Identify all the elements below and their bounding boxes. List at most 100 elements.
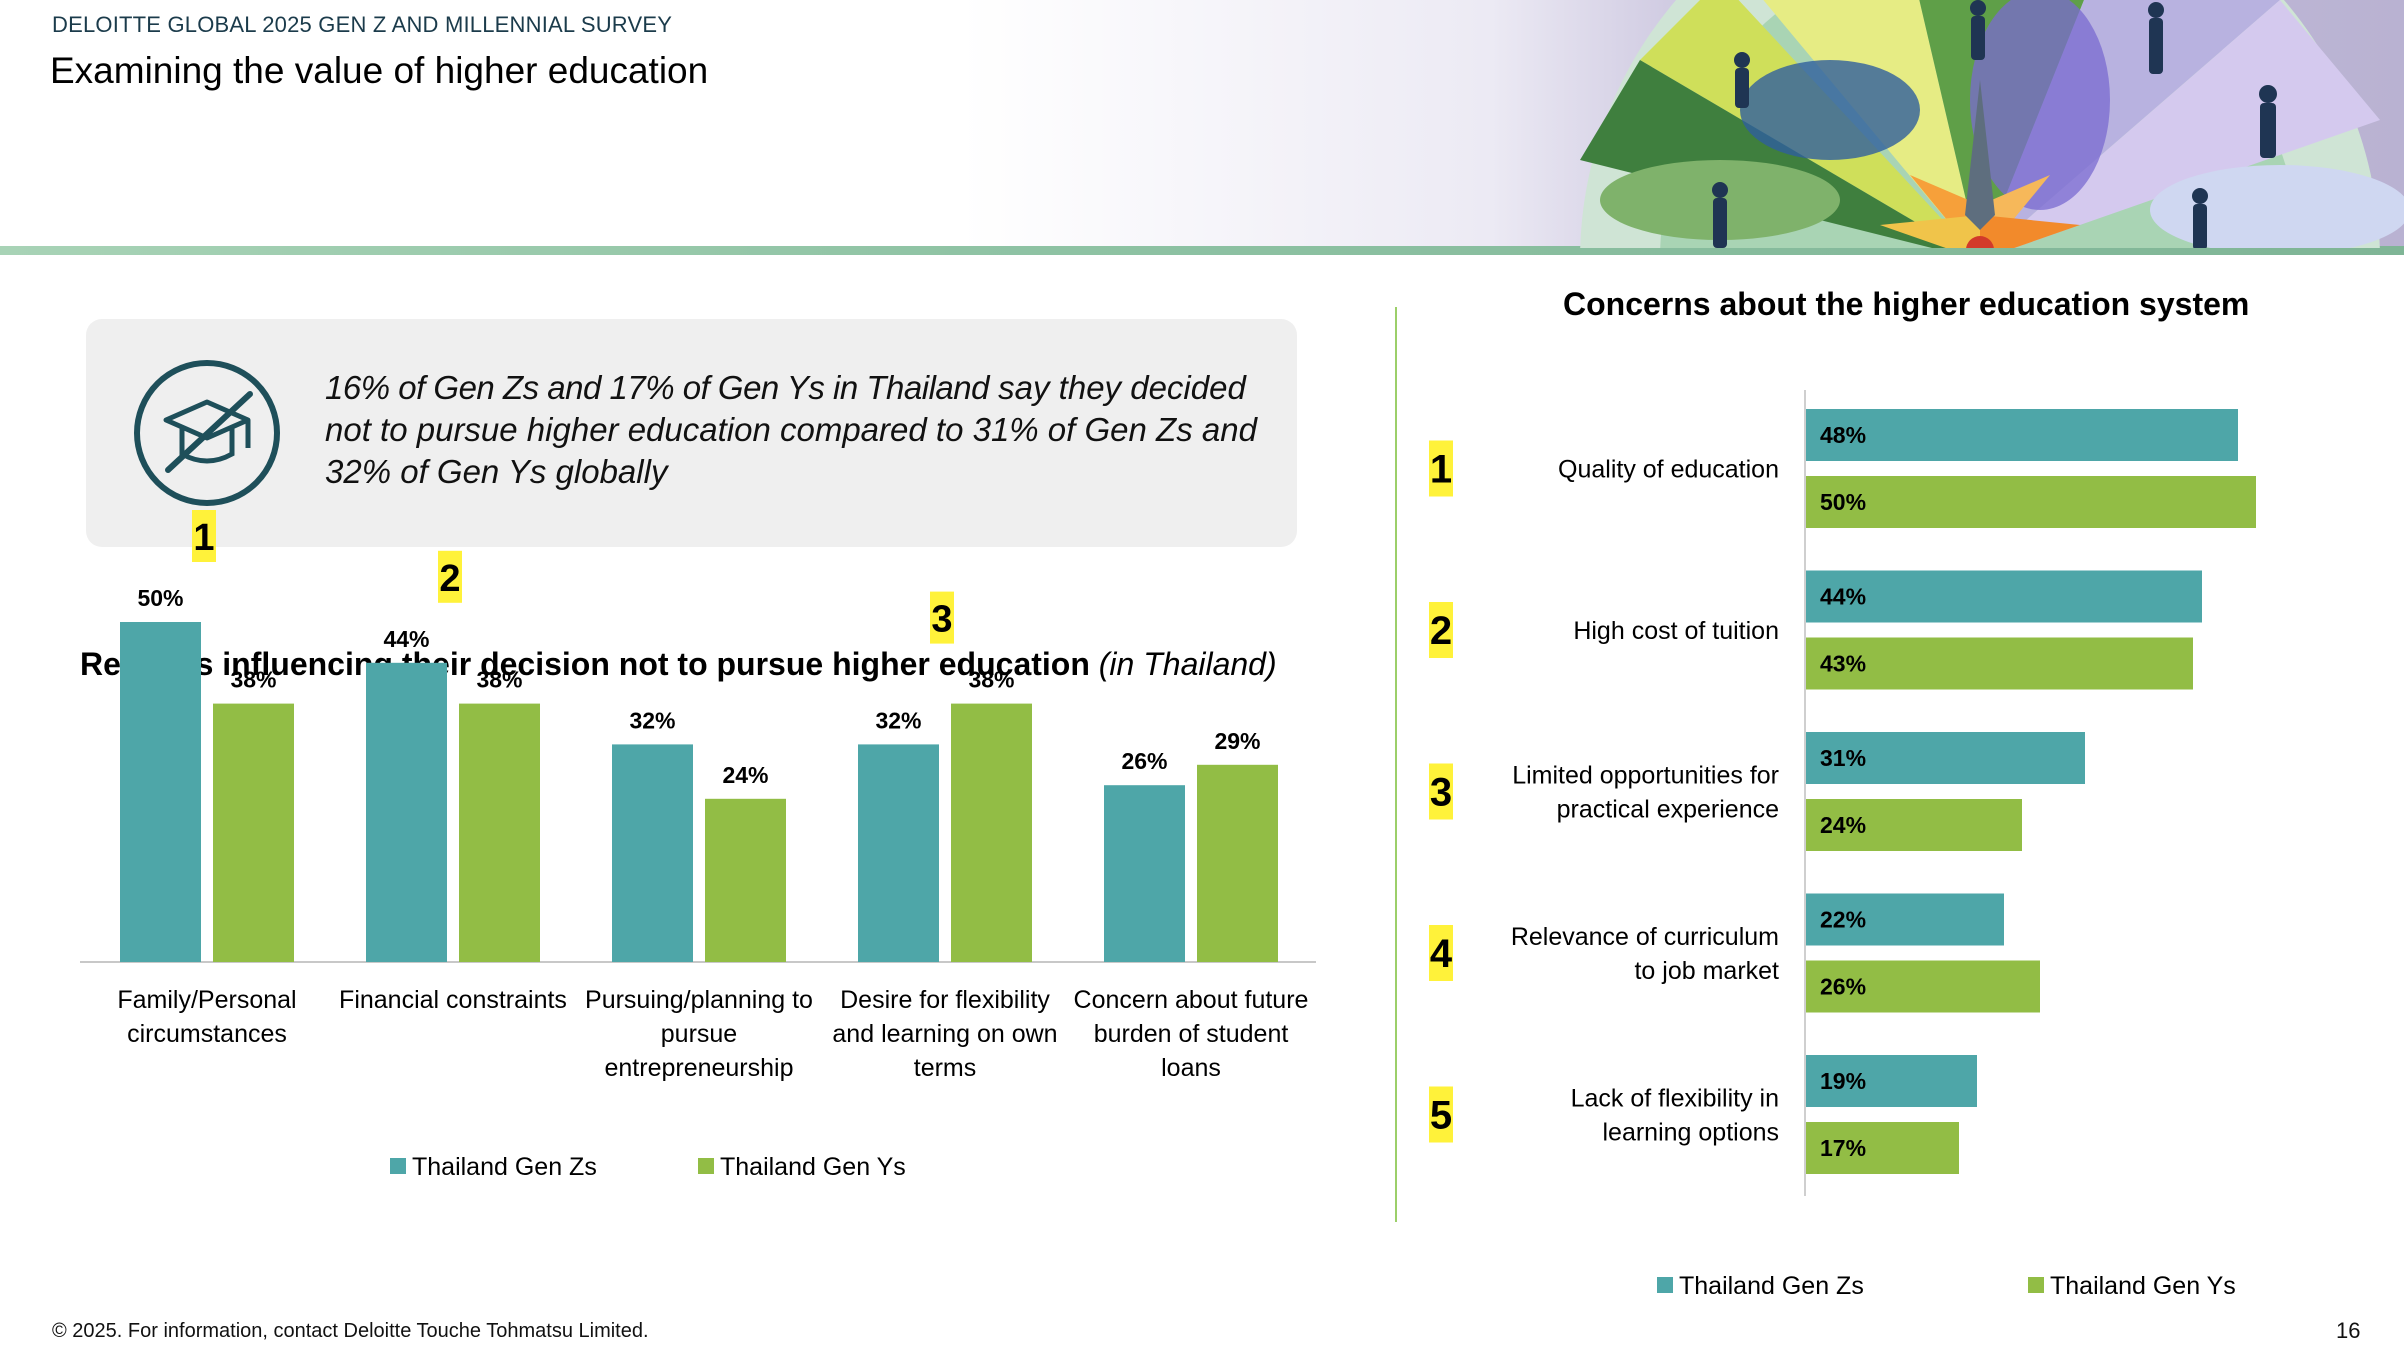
header-divider-line (0, 246, 2404, 255)
rank-highlight (1429, 1086, 1453, 1143)
right-bar-gen-y-2 (1806, 799, 2022, 851)
left-category-label: burden of student (1094, 1020, 1289, 1048)
legend-swatch-gen-z (1657, 1277, 1673, 1294)
page-number: 16 (2336, 1318, 2361, 1343)
left-bar-gen-z-2 (612, 744, 693, 962)
rank-highlight (1429, 602, 1453, 658)
right-data-label: 43% (1820, 651, 1866, 677)
left-bar-gen-y-3 (951, 703, 1032, 962)
right-bar-gen-z-2 (1806, 732, 2085, 784)
left-chart-title-suffix: (in Thailand) (1098, 646, 1277, 682)
left-chart-title-main: Reasons influencing their decision not t… (80, 646, 1090, 682)
left-bar-gen-z-1 (366, 662, 447, 962)
right-rank-number: 3 (1430, 771, 1452, 815)
legend-label: Thailand Gen Zs (412, 1153, 597, 1181)
right-rank-number: 1 (1430, 448, 1452, 492)
left-rank-number: 2 (439, 558, 460, 600)
left-legend-gen-y: Thailand Gen Ys (698, 1153, 906, 1182)
right-category-label: High cost of tuition (1573, 617, 1779, 645)
callout-text: 16% of Gen Zs and 17% of Gen Ys in Thail… (325, 367, 1285, 493)
left-category-label: entrepreneurship (604, 1054, 793, 1082)
legend-label: Thailand Gen Ys (2050, 1272, 2236, 1300)
callout-text-rest: say they decided not to pursue higher ed… (325, 369, 1257, 490)
page-title: Examining the value of higher education (50, 50, 709, 91)
left-bar-gen-z-0 (120, 622, 201, 962)
rank-highlight (1429, 763, 1453, 820)
right-data-label: 50% (1820, 489, 1866, 515)
left-data-label: 32% (875, 707, 921, 733)
right-data-label: 19% (1820, 1068, 1866, 1094)
left-data-label: 38% (476, 667, 522, 693)
callout-box (86, 319, 1297, 547)
left-bar-gen-z-3 (858, 744, 939, 962)
left-category-label: circumstances (127, 1020, 287, 1048)
right-category-label: Lack of flexibility in (1571, 1085, 1779, 1113)
left-category-label: and learning on own (832, 1020, 1057, 1048)
survey-label: DELOITTE GLOBAL 2025 GEN Z AND MILLENNIA… (52, 12, 673, 37)
right-chart-title: Concerns about the higher education syst… (1563, 286, 2250, 322)
graduation-cap-crossed-icon (134, 360, 280, 506)
left-chart-title: Reasons influencing their decision not t… (80, 646, 1277, 683)
rank-highlight (1429, 440, 1453, 497)
left-data-label: 50% (137, 585, 183, 611)
left-category-label: loans (1161, 1054, 1221, 1082)
right-bar-gen-y-4 (1806, 1122, 1959, 1174)
right-bar-gen-y-1 (1806, 637, 2193, 690)
left-data-label: 24% (722, 762, 768, 788)
right-rank-number: 4 (1430, 932, 1453, 976)
rank-highlight (192, 510, 216, 562)
left-category-label: terms (914, 1054, 977, 1082)
right-bar-gen-z-4 (1806, 1055, 1977, 1107)
right-data-label: 24% (1820, 812, 1866, 838)
left-category-label: Desire for flexibility (840, 986, 1050, 1014)
left-category-label: Family/Personal (117, 986, 296, 1014)
right-category-label: Relevance of curriculum (1511, 923, 1779, 951)
left-bar-gen-y-4 (1197, 764, 1278, 962)
right-bar-gen-y-0 (1806, 476, 2256, 528)
left-bar-gen-y-2 (705, 798, 786, 962)
left-data-label: 26% (1121, 748, 1167, 774)
left-bar-gen-y-1 (459, 703, 540, 962)
footer-copyright: © 2025. For information, contact Deloitt… (52, 1320, 649, 1342)
right-category-label: practical experience (1557, 796, 1779, 824)
left-bar-gen-z-4 (1104, 785, 1185, 962)
legend-swatch-gen-z (390, 1158, 406, 1175)
left-legend-gen-z: Thailand Gen Zs (390, 1153, 597, 1182)
right-data-label: 17% (1820, 1135, 1866, 1161)
legend-label: Thailand Gen Ys (720, 1153, 906, 1181)
left-bar-gen-y-0 (213, 703, 294, 962)
right-category-label: Quality of education (1558, 456, 1779, 484)
left-category-label: Pursuing/planning to (585, 986, 813, 1014)
callout-text-emphasis: 16% of Gen Zs and 17% of Gen Ys in Thail… (325, 369, 989, 406)
right-bar-chart: 48% 50% 1 Quality of education 44% 43% 2 High c… (1429, 390, 2256, 1196)
right-data-label: 31% (1820, 745, 1866, 771)
left-data-label: 29% (1214, 728, 1260, 754)
rank-highlight (1429, 925, 1453, 981)
left-data-label: 44% (383, 626, 429, 652)
left-bar-chart: 50% 38% 1 Family/Personal circumstances 44% 38… (80, 510, 1316, 1082)
left-category-label: Financial constraints (339, 986, 567, 1014)
left-data-label: 38% (230, 667, 276, 693)
rank-highlight (438, 550, 462, 603)
rank-highlight (930, 591, 954, 644)
right-bar-gen-y-3 (1806, 960, 2040, 1013)
right-data-label: 26% (1820, 974, 1866, 1000)
right-data-label: 48% (1820, 422, 1866, 448)
legend-label: Thailand Gen Zs (1679, 1272, 1864, 1300)
right-bar-gen-z-0 (1806, 409, 2238, 461)
right-data-label: 44% (1820, 584, 1866, 610)
legend-swatch-gen-y (2028, 1277, 2044, 1294)
left-data-label: 32% (629, 707, 675, 733)
left-rank-number: 3 (931, 599, 952, 641)
right-rank-number: 2 (1430, 609, 1452, 653)
right-legend-gen-y: Thailand Gen Ys (2028, 1272, 2236, 1301)
right-category-label: learning options (1602, 1119, 1779, 1147)
section-divider (1395, 307, 1397, 1222)
right-category-label: to job market (1634, 957, 1779, 985)
left-rank-number: 1 (193, 517, 214, 559)
right-rank-number: 5 (1430, 1094, 1452, 1138)
left-category-label: Concern about future (1074, 986, 1309, 1014)
right-data-label: 22% (1820, 907, 1866, 933)
right-bar-gen-z-1 (1806, 570, 2202, 623)
header-illustration (1580, 0, 2404, 248)
